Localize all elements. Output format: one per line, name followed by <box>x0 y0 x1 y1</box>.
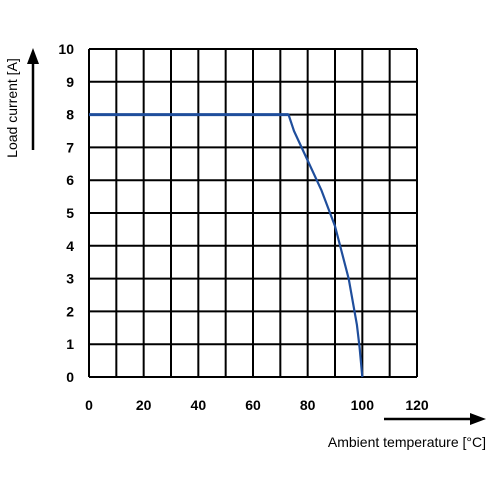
axis-arrows <box>27 48 486 425</box>
y-axis-label: Load current [A] <box>4 58 20 158</box>
y-axis-arrow-head <box>27 48 39 64</box>
x-tick-labels: 0 20 40 60 80 100 120 <box>85 397 429 413</box>
x-tick-label: 80 <box>300 397 316 413</box>
y-tick-label: 9 <box>66 74 74 90</box>
y-tick-label: 6 <box>66 172 74 188</box>
y-tick-label: 4 <box>66 238 74 254</box>
x-tick-label: 40 <box>191 397 207 413</box>
y-tick-label: 2 <box>66 303 74 319</box>
x-tick-label: 20 <box>136 397 152 413</box>
y-tick-label: 1 <box>66 336 74 352</box>
y-tick-label: 3 <box>66 271 74 287</box>
y-tick-label: 0 <box>66 369 74 385</box>
y-tick-label: 10 <box>58 41 74 57</box>
x-tick-label: 100 <box>351 397 375 413</box>
x-tick-label: 120 <box>405 397 429 413</box>
x-axis-arrow-head <box>470 413 486 425</box>
grid-lines <box>88 48 418 378</box>
y-tick-label: 7 <box>66 139 74 155</box>
series-line <box>89 113 364 378</box>
x-tick-label: 60 <box>245 397 261 413</box>
y-tick-labels: 0 1 2 3 4 5 6 7 8 9 10 <box>58 41 74 385</box>
y-tick-label: 5 <box>66 205 74 221</box>
y-tick-label: 8 <box>66 107 74 123</box>
series-layer <box>89 113 364 378</box>
x-axis-label: Ambient temperature [°C] <box>328 434 486 450</box>
x-tick-label: 0 <box>85 397 93 413</box>
